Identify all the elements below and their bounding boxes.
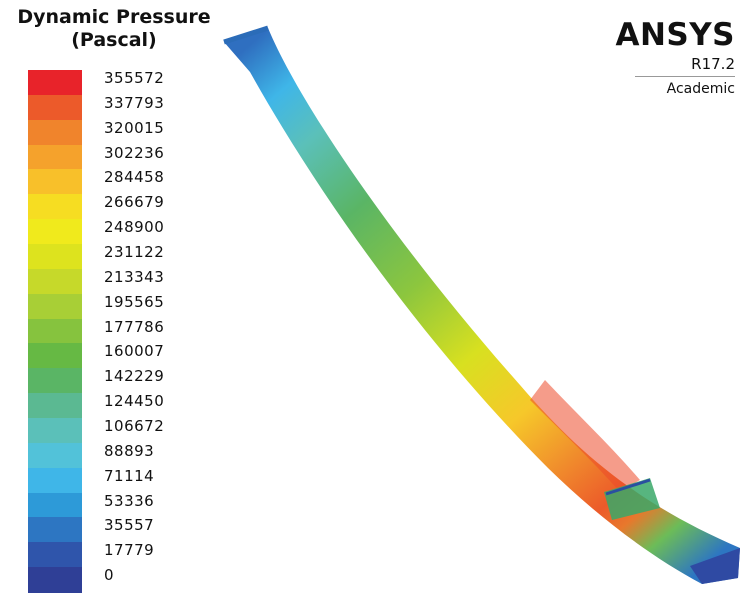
legend-swatch	[28, 318, 82, 345]
legend-tick-label: 88893	[104, 441, 155, 460]
legend-swatch	[28, 542, 82, 568]
software-version: R17.2	[691, 55, 735, 73]
legend-swatch	[28, 442, 82, 469]
legend-tick-label: 337793	[104, 93, 165, 112]
brand-divider	[635, 76, 735, 77]
legend-tick-label: 195565	[104, 292, 165, 311]
legend-tick-label: 124450	[104, 392, 165, 411]
legend-swatch	[28, 567, 82, 593]
legend-tick-label: 302236	[104, 143, 165, 162]
legend-swatch	[28, 169, 82, 195]
chute-step-top-edge	[605, 478, 651, 496]
legend-swatch	[28, 94, 82, 121]
legend-swatch	[28, 244, 82, 270]
legend-tick-label: 320015	[104, 118, 165, 137]
legend-swatch	[28, 517, 82, 543]
legend-swatch	[28, 268, 82, 295]
legend-tick-label: 177786	[104, 317, 165, 336]
legend-tick-label: 142229	[104, 367, 165, 386]
legend-tick-label: 35557	[104, 516, 155, 535]
color-legend-ticks: 355572 337793 320015 302236 284458 266679 2489…	[104, 0, 224, 599]
legend-swatch	[28, 119, 82, 146]
legend-swatch	[28, 467, 82, 494]
legend-swatch	[28, 492, 82, 519]
legend-tick-label: 17779	[104, 541, 155, 560]
legend-tick-label: 71114	[104, 466, 155, 485]
legend-swatch	[28, 293, 82, 320]
legend-swatch	[28, 418, 82, 444]
legend-swatch	[28, 70, 82, 96]
legend-title: Dynamic Pressure (Pascal)	[0, 6, 228, 52]
legend-swatch	[28, 393, 82, 419]
legend-tick-label: 355572	[104, 69, 165, 87]
chute-inlet-edge	[223, 25, 269, 45]
legend-tick-label: 213343	[104, 267, 165, 286]
chute-hotspot	[530, 380, 640, 492]
legend-tick-label: 160007	[104, 342, 165, 361]
legend-tick-label: 248900	[104, 218, 165, 237]
software-edition: Academic	[666, 81, 735, 97]
color-legend-bar	[28, 70, 82, 593]
legend-swatch	[28, 368, 82, 394]
legend-swatch	[28, 194, 82, 220]
legend-tick-label: 266679	[104, 193, 165, 212]
ansys-brand-block: ANSYS R17.2 Academic	[615, 18, 735, 98]
chute-surface	[224, 28, 740, 584]
legend-swatch	[28, 219, 82, 245]
legend-title-quantity: Dynamic Pressure	[17, 6, 211, 28]
chute-outlet-edge	[690, 548, 740, 584]
legend-tick-label: 284458	[104, 168, 165, 187]
legend-swatch	[28, 343, 82, 369]
legend-swatch	[28, 144, 82, 171]
legend-tick-label: 0	[104, 566, 115, 585]
legend-tick-label: 231122	[104, 243, 165, 261]
chute-step-band	[604, 478, 660, 520]
legend-title-unit: (Pascal)	[71, 29, 157, 51]
legend-tick-label: 53336	[104, 491, 155, 510]
legend-tick-label: 106672	[104, 417, 165, 435]
ansys-logo-text: ANSYS	[615, 17, 735, 53]
